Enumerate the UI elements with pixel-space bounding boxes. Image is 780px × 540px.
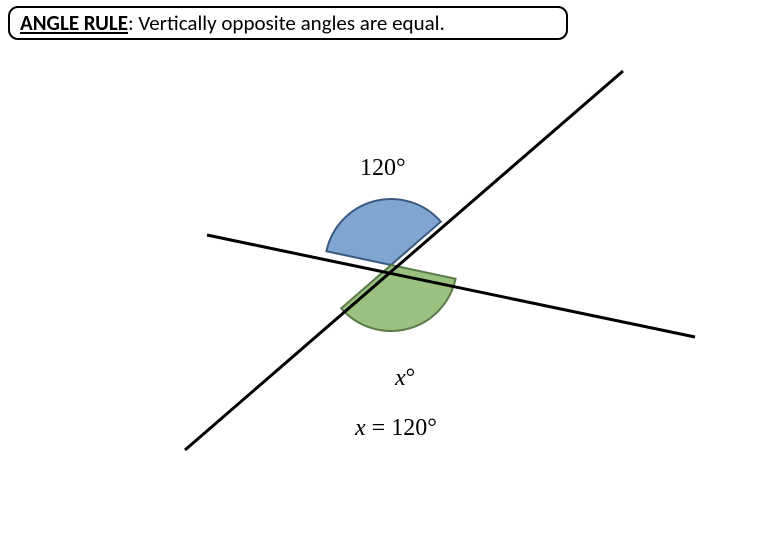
title-box: ANGLE RULE : Vertically opposite angles … (8, 6, 568, 40)
line-steep (185, 71, 623, 450)
title-rest: : Vertically opposite angles are equal. (128, 10, 445, 36)
title-bold: ANGLE RULE (20, 10, 128, 36)
diagram-container: 120° x° x = 120° (145, 55, 705, 485)
line-shallow (207, 235, 695, 337)
bottom-angle-label: x° (395, 365, 415, 392)
top-angle-label: 120° (360, 155, 406, 182)
solution-label: x = 120° (355, 415, 437, 442)
top-arc (326, 199, 440, 265)
